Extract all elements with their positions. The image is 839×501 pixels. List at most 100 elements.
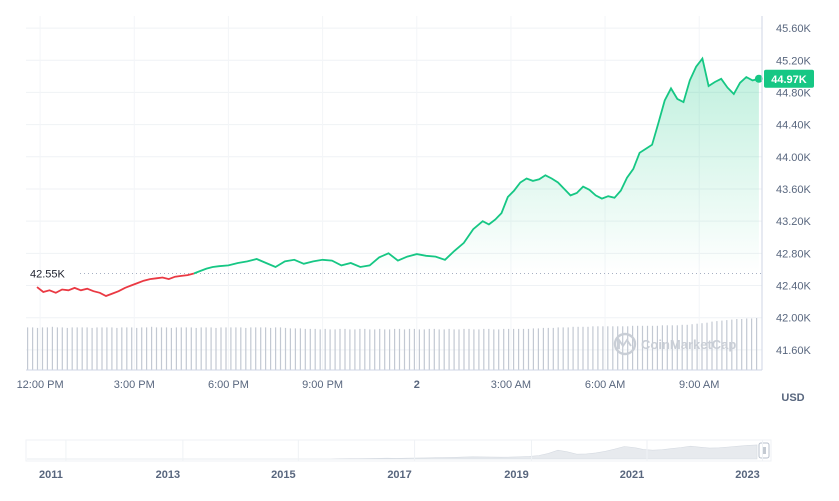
volume-bar <box>220 327 222 370</box>
volume-bar <box>155 327 158 370</box>
y-tick-label: 43.20K <box>776 216 812 228</box>
volume-bar <box>374 329 376 370</box>
volume-bar <box>736 319 738 370</box>
volume-bar <box>91 327 93 370</box>
volume-bar <box>394 328 396 370</box>
volume-bar <box>339 328 341 370</box>
volume-bar <box>225 327 227 370</box>
y-tick-label: 43.60K <box>776 184 812 196</box>
volume-bar <box>240 327 242 370</box>
volume-bar <box>508 328 510 370</box>
volume-bar <box>542 327 544 370</box>
volume-bar <box>170 327 172 370</box>
volume-bar <box>151 326 153 370</box>
volume-bar <box>592 326 594 370</box>
volume-bar <box>334 329 336 370</box>
volume-bar <box>403 329 406 370</box>
volume-bar <box>686 324 688 370</box>
volume-bar <box>294 328 296 370</box>
x-tick-label: 6:00 PM <box>208 379 249 391</box>
volume-bar <box>116 327 118 370</box>
volume-bar <box>448 328 450 370</box>
volume-bar <box>329 329 331 370</box>
range-navigator[interactable]: 2011 2013 2015 2017 2019 2021 2023 <box>25 439 772 481</box>
volume-bar <box>438 329 440 370</box>
volume-bar <box>488 328 490 370</box>
volume-bar <box>81 327 83 370</box>
navigator-year-label: 2017 <box>387 469 411 481</box>
y-tick-label: 41.60K <box>776 345 812 357</box>
volume-bar <box>567 327 569 370</box>
volume-bars <box>27 318 758 370</box>
volume-bar <box>522 328 525 370</box>
volume-bar <box>265 327 267 370</box>
volume-bar <box>354 329 356 370</box>
volume-bar <box>577 326 579 370</box>
x-axis: 12:00 PM 3:00 PM 6:00 PM 9:00 PM 2 3:00 AM 6:0… <box>17 379 720 391</box>
volume-bar <box>503 328 505 370</box>
volume-bar <box>666 325 668 370</box>
y-tick-label: 45.20K <box>776 55 812 67</box>
price-area-fill <box>193 58 759 274</box>
navigator-year-label: 2019 <box>504 469 528 481</box>
volume-bar <box>235 327 237 370</box>
volume-bar <box>250 327 252 370</box>
current-price-badge-text: 44.97K <box>771 74 807 86</box>
volume-bar <box>111 327 113 370</box>
navigator-overview-area <box>27 444 758 460</box>
volume-bar <box>756 318 758 370</box>
volume-bar <box>726 320 728 370</box>
x-tick-label: 6:00 AM <box>585 379 625 391</box>
volume-bar <box>552 327 554 370</box>
volume-bar <box>364 328 366 370</box>
volume-bar <box>36 327 39 370</box>
volume-bar <box>617 326 619 370</box>
volume-bar <box>136 327 138 370</box>
volume-bar <box>711 321 713 370</box>
volume-bar <box>607 326 609 370</box>
volume-bar <box>463 328 465 370</box>
volume-bar <box>413 328 415 370</box>
volume-bar <box>369 329 371 370</box>
volume-bar <box>483 328 485 370</box>
volume-bar <box>637 325 639 370</box>
x-tick-label: 3:00 AM <box>491 379 531 391</box>
volume-bar <box>180 327 182 370</box>
volume-bar <box>379 328 381 370</box>
volume-bar <box>76 327 78 370</box>
y-tick-label: 44.80K <box>776 87 812 99</box>
volume-bar <box>656 325 658 370</box>
volume-bar <box>230 327 232 370</box>
navigator-year-label: 2011 <box>39 469 63 481</box>
volume-bar <box>731 319 733 370</box>
volume-bar <box>185 327 187 370</box>
volume-bar <box>602 326 604 370</box>
volume-bar <box>359 328 361 370</box>
volume-bar <box>562 327 564 370</box>
volume-bar <box>443 329 445 370</box>
watermark-text: CoinMarketCap <box>641 337 736 352</box>
volume-bar <box>423 329 425 370</box>
currency-label: USD <box>781 392 804 404</box>
volume-bar <box>646 325 649 370</box>
navigator-handle[interactable] <box>758 442 770 459</box>
volume-bar <box>557 327 559 370</box>
volume-bar <box>741 319 743 370</box>
y-tick-label: 45.60K <box>776 23 812 35</box>
x-tick-label: 9:00 PM <box>302 379 343 391</box>
watermark: CoinMarketCap <box>613 332 736 356</box>
volume-bar <box>66 327 68 370</box>
volume-bar <box>513 328 515 370</box>
volume-bar <box>71 327 73 370</box>
volume-bar <box>141 327 143 370</box>
volume-bar <box>612 326 614 370</box>
current-price-badge-bg <box>764 69 814 88</box>
navigator-year-label: 2013 <box>156 469 180 481</box>
volume-bar <box>518 328 520 370</box>
volume-bar <box>319 329 321 370</box>
volume-bar <box>627 326 629 370</box>
navigator-year-label: 2015 <box>271 469 295 481</box>
volume-bar <box>746 318 748 370</box>
volume-bar <box>101 327 103 370</box>
y-tick-label: 42.00K <box>776 313 812 325</box>
